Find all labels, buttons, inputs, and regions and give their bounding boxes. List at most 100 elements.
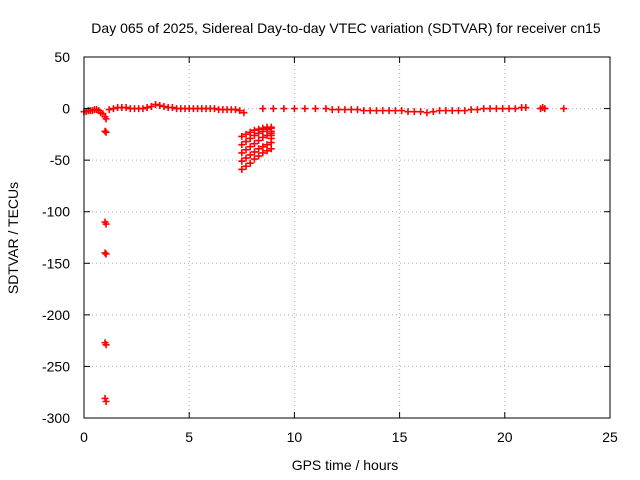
data-point	[240, 109, 248, 117]
data-point	[486, 105, 494, 113]
data-point	[250, 148, 258, 156]
y-tick-label: 50	[54, 49, 70, 65]
data-point	[255, 129, 263, 137]
data-point	[290, 105, 298, 113]
data-point	[311, 105, 319, 113]
data-point	[263, 125, 271, 133]
data-point	[461, 107, 469, 115]
data-point	[102, 115, 110, 123]
y-tick-label: -200	[42, 307, 70, 323]
y-tick-label: -250	[42, 358, 70, 374]
data-point	[505, 105, 513, 113]
data-point	[143, 104, 151, 112]
data-point	[102, 220, 110, 228]
data-point	[102, 341, 110, 349]
data-series-sdtvar	[80, 100, 568, 405]
y-axis-label: SDTVAR / TECUs	[5, 182, 21, 294]
data-point	[455, 107, 463, 115]
data-point	[423, 109, 431, 117]
data-point	[404, 108, 412, 116]
data-point	[250, 155, 258, 163]
data-point	[109, 105, 117, 113]
y-tick-label: 0	[62, 101, 70, 117]
data-point	[328, 106, 336, 114]
data-point	[335, 106, 343, 114]
data-point	[499, 105, 507, 113]
data-point	[280, 105, 288, 113]
data-point	[341, 106, 349, 114]
data-point	[263, 141, 271, 149]
data-point	[473, 106, 481, 114]
plot-frame	[83, 56, 611, 419]
x-tick-label: 10	[287, 429, 303, 445]
data-point	[259, 105, 267, 113]
data-point	[101, 127, 109, 135]
data-point	[156, 101, 164, 109]
y-tick-label: -300	[42, 410, 70, 426]
data-point	[347, 106, 355, 114]
data-point	[442, 107, 450, 115]
data-point	[238, 141, 246, 149]
x-tick-label: 25	[602, 429, 618, 445]
data-point	[255, 137, 263, 145]
data-point	[417, 108, 425, 116]
data-point	[168, 104, 176, 112]
x-axis-label: GPS time / hours	[292, 457, 399, 473]
data-point	[242, 154, 250, 162]
data-point	[366, 107, 374, 115]
data-point	[160, 103, 168, 111]
data-point	[448, 107, 456, 115]
data-point	[259, 143, 267, 151]
data-point	[147, 103, 155, 111]
data-point	[267, 134, 275, 142]
data-point	[105, 106, 113, 114]
data-point	[429, 108, 437, 116]
data-point	[231, 106, 239, 114]
data-point	[246, 151, 254, 159]
data-point	[541, 105, 549, 113]
data-point	[385, 107, 393, 115]
data-point	[238, 149, 246, 157]
y-tick-label: -100	[42, 204, 70, 220]
y-axis-tick-labels: 50 0 -50 -100 -150 -200 -250 -300	[42, 49, 70, 426]
data-point	[238, 132, 246, 140]
x-tick-label: 15	[392, 429, 408, 445]
data-point	[391, 107, 399, 115]
data-point	[246, 134, 254, 142]
data-point	[267, 145, 275, 153]
x-axis-tick-labels: 0 5 10 15 20 25	[80, 429, 618, 445]
data-point	[236, 107, 244, 115]
data-point	[480, 105, 488, 113]
data-point	[492, 105, 500, 113]
data-point	[242, 130, 250, 138]
data-point	[102, 128, 110, 136]
data-point	[246, 159, 254, 167]
x-tick-label: 5	[185, 429, 193, 445]
data-point	[398, 107, 406, 115]
data-point	[242, 138, 250, 146]
data-point	[102, 397, 110, 405]
data-point	[210, 105, 218, 113]
x-tick-label: 20	[497, 429, 513, 445]
data-point	[255, 145, 263, 153]
data-point	[360, 107, 368, 115]
data-point	[269, 105, 277, 113]
data-point	[102, 250, 110, 258]
data-point	[263, 147, 271, 155]
data-point	[372, 107, 380, 115]
data-point	[354, 106, 362, 114]
data-point	[246, 128, 254, 136]
data-point	[139, 105, 147, 113]
data-point	[255, 152, 263, 160]
data-point	[467, 106, 475, 114]
data-point	[242, 146, 250, 154]
data-point	[246, 143, 254, 151]
data-point	[238, 157, 246, 165]
data-point	[379, 107, 387, 115]
data-point	[259, 149, 267, 157]
data-point	[152, 100, 160, 108]
data-point	[522, 104, 530, 112]
data-point	[101, 249, 109, 257]
